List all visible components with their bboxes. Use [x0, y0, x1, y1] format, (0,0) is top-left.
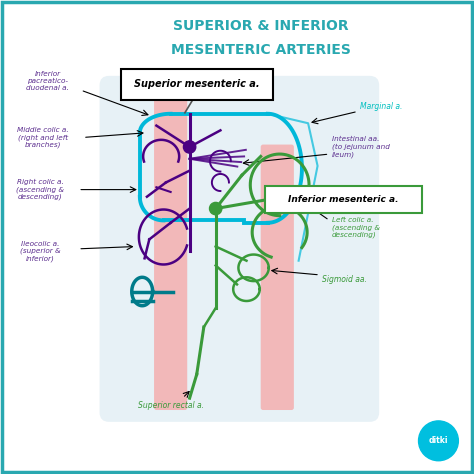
Text: SUPERIOR & INFERIOR: SUPERIOR & INFERIOR — [173, 19, 348, 33]
Text: Left colic a.
(ascending &
descending): Left colic a. (ascending & descending) — [332, 217, 380, 238]
Circle shape — [210, 202, 222, 215]
Text: Inferior
pacreatico-
duodenal a.: Inferior pacreatico- duodenal a. — [26, 71, 69, 91]
Text: Superior mesenteric a.: Superior mesenteric a. — [134, 79, 260, 89]
Text: Right colic a.
(ascending &
descending): Right colic a. (ascending & descending) — [16, 179, 64, 200]
Text: Inferior mesenteric a.: Inferior mesenteric a. — [288, 195, 399, 204]
FancyBboxPatch shape — [121, 69, 273, 100]
Text: Sigmoid aa.: Sigmoid aa. — [322, 275, 367, 284]
FancyBboxPatch shape — [265, 186, 422, 213]
Text: Middle colic a.
(right and left
branches): Middle colic a. (right and left branches… — [17, 127, 68, 148]
Text: ditki: ditki — [428, 437, 448, 445]
Text: Intestinal aa.
(to jejunum and
ileum): Intestinal aa. (to jejunum and ileum) — [332, 137, 390, 157]
Text: MESENTERIC ARTERIES: MESENTERIC ARTERIES — [171, 43, 351, 57]
Text: Superior rectal a.: Superior rectal a. — [137, 401, 204, 410]
Circle shape — [419, 421, 458, 461]
FancyBboxPatch shape — [261, 145, 294, 410]
FancyBboxPatch shape — [154, 88, 187, 410]
Text: Ileocolic a.
(superior &
inferior): Ileocolic a. (superior & inferior) — [20, 241, 61, 262]
FancyBboxPatch shape — [100, 76, 379, 422]
Text: Marginal a.: Marginal a. — [360, 102, 402, 111]
Circle shape — [183, 141, 196, 153]
